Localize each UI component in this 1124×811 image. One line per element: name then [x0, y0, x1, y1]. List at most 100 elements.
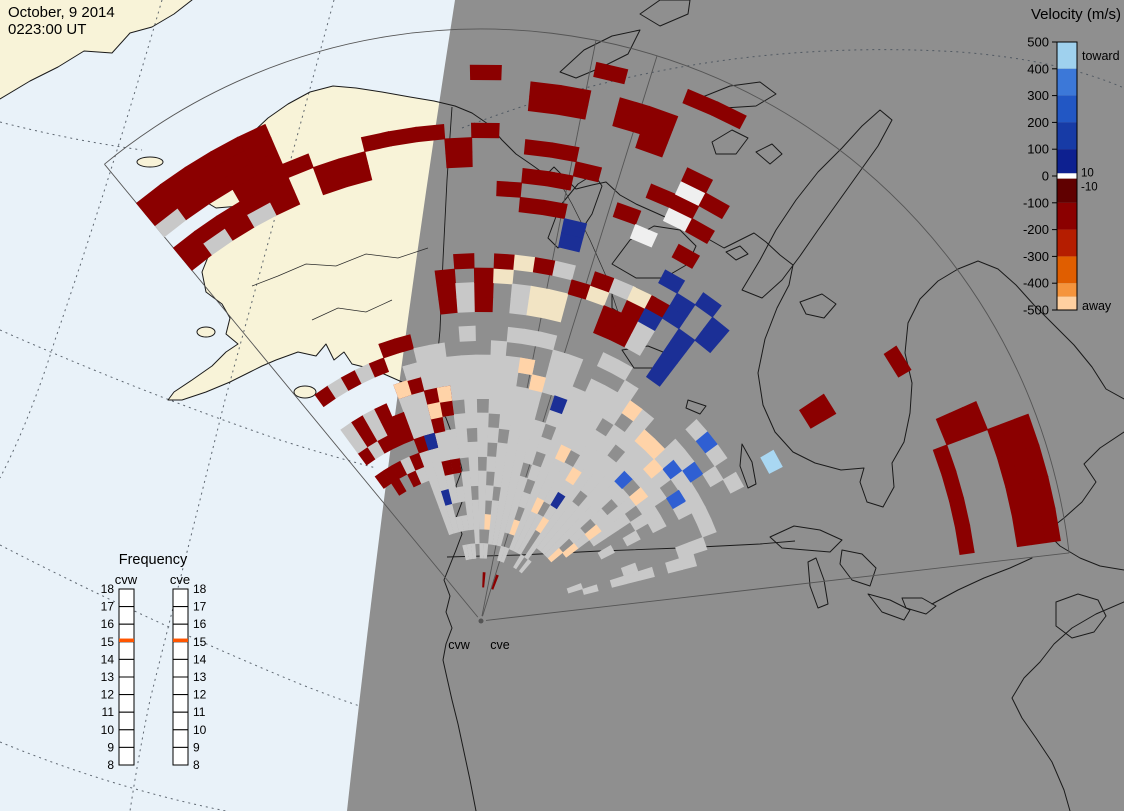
echo-cell [498, 413, 512, 431]
echo-cell [477, 470, 487, 486]
echo-cell [368, 357, 390, 378]
echo-cell [546, 289, 569, 309]
colorbar-segment [1057, 122, 1077, 150]
echo-cell [705, 444, 728, 467]
echo-cell [635, 496, 655, 515]
frequency-box [172, 729, 189, 748]
echo-cell [543, 487, 559, 506]
echo-cell [574, 512, 591, 529]
colorbar-tick-label: 0 [1042, 169, 1049, 184]
echo-cell [572, 161, 603, 183]
lake-michigan [807, 557, 829, 609]
echo-cell [595, 515, 614, 532]
frequency-tick-label: 9 [193, 740, 200, 754]
echo-cell [393, 334, 414, 354]
echo-cell [502, 457, 515, 475]
echo-cell [393, 380, 412, 400]
colorbar-tick-label: 100 [1027, 142, 1049, 157]
echo-cell [504, 517, 515, 534]
echo-cell [430, 416, 446, 434]
echo-cell [500, 546, 510, 563]
echo-cell [477, 441, 488, 458]
island-high-arctic [639, 0, 691, 27]
echo-cell [584, 501, 602, 519]
echo-cell [428, 477, 442, 495]
frequency-box [172, 711, 189, 731]
echo-cell [340, 369, 362, 391]
echo-cell [666, 489, 687, 510]
frequency-tick-label: 15 [193, 635, 207, 649]
echo-cell [445, 503, 456, 520]
echo-cell [463, 485, 473, 502]
island-kodiak [294, 386, 316, 398]
echo-cell [478, 485, 487, 501]
echo-cell [239, 188, 271, 215]
echo-cell [494, 515, 503, 532]
echo-cell [543, 303, 565, 323]
frequency-tick-label: 11 [193, 705, 206, 719]
echo-cell [496, 530, 505, 547]
echo-cell [224, 162, 258, 190]
echo-cell [637, 566, 655, 581]
echo-cell [359, 427, 378, 448]
echo-cell [568, 528, 586, 544]
echo-cell [643, 458, 664, 479]
radar-site-label-cve: cve [490, 638, 510, 652]
echo-cell [517, 357, 536, 376]
echo-cell [510, 283, 532, 301]
echo-cell [598, 305, 622, 327]
echo-cell [554, 444, 572, 463]
radar-site-label-cvw: cvw [448, 638, 471, 652]
echo-cell [606, 505, 625, 524]
echo-cell [526, 300, 548, 319]
frequency-tick-label: 12 [101, 688, 115, 702]
echo-cell [354, 363, 376, 384]
echo-cell [388, 126, 419, 147]
echo-cell [549, 349, 569, 369]
frequency-tick-label: 17 [101, 600, 115, 614]
echo-cell [1040, 507, 1061, 544]
echo-cell [629, 487, 649, 506]
echo-cell [578, 495, 596, 513]
echo-cell [269, 190, 301, 216]
echo-cell [433, 491, 446, 508]
echo-cell [567, 279, 592, 300]
frequency-box [172, 606, 189, 625]
echo-cell [513, 254, 536, 273]
echo-cell [507, 429, 521, 447]
frequency-box [118, 658, 135, 678]
echo-cell [670, 328, 696, 353]
echo-cell [449, 384, 465, 401]
echo-cell [664, 438, 686, 461]
lake-athabasca [685, 399, 707, 415]
colorbar-body: 500 400 300 200 100 0 -100 -200 -300 -400 -500 10 -1… [1023, 35, 1098, 318]
echo-cell [564, 484, 582, 503]
echo-cell [490, 340, 508, 357]
echo-cell [1014, 413, 1040, 451]
echo-cell [536, 535, 551, 552]
echo-cell [549, 395, 568, 415]
echo-cell [182, 242, 213, 271]
echo-cell [665, 558, 683, 574]
echo-cell [419, 418, 435, 437]
echo-cell [530, 497, 545, 515]
radar-site-dot [478, 618, 484, 624]
frequency-box [172, 588, 189, 608]
echo-cell [545, 171, 574, 191]
echo-cell [589, 531, 607, 547]
echo-cell [415, 404, 432, 423]
echo-cell [489, 369, 505, 386]
echo-cell [612, 513, 631, 531]
echo-cell [493, 267, 514, 285]
echo-cell [216, 201, 248, 229]
echo-cell [455, 427, 468, 444]
echo-cell [436, 385, 453, 403]
echo-cell [527, 95, 560, 115]
echo-cell [472, 514, 480, 530]
echo-cell [624, 333, 648, 356]
fov-outer-arc [104, 28, 1070, 554]
echo-cell [647, 515, 667, 534]
colorbar-tick-label: -100 [1023, 195, 1049, 210]
echo-cell [530, 513, 544, 531]
